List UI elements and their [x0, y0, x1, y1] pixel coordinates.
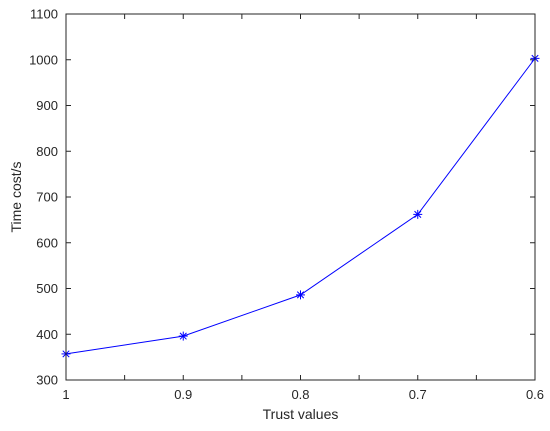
- y-tick-label-1: 400: [36, 327, 58, 342]
- y-tick-label-3: 600: [36, 235, 58, 250]
- data-point-2: [296, 290, 305, 300]
- x-tick-label-0: 1: [62, 387, 69, 402]
- y-tick-label-2: 500: [36, 281, 58, 296]
- data-point-1: [178, 331, 188, 341]
- y-tick-label-5: 800: [36, 144, 58, 159]
- y-tick-label-0: 300: [36, 373, 58, 388]
- y-axis-ticks: 300 400 500 600 700 800 900 1000 1100: [29, 7, 535, 388]
- x-tick-label-1: 0.9: [174, 387, 192, 402]
- plot-frame: [65, 13, 536, 381]
- data-point-3: [413, 209, 423, 219]
- x-tick-label-4: 0.6: [526, 387, 544, 402]
- y-tick-label-6: 900: [36, 98, 58, 113]
- y-tick-label-4: 700: [36, 190, 58, 205]
- x-tick-label-3: 0.7: [409, 387, 427, 402]
- y-tick-label-8: 1100: [30, 7, 58, 22]
- y-tick-label-7: 1000: [29, 52, 58, 67]
- x-axis-label: Trust values: [263, 406, 339, 422]
- y-axis-label: Time cost/s: [8, 161, 24, 232]
- plot-background: [66, 14, 535, 380]
- x-tick-label-2: 0.8: [291, 387, 309, 402]
